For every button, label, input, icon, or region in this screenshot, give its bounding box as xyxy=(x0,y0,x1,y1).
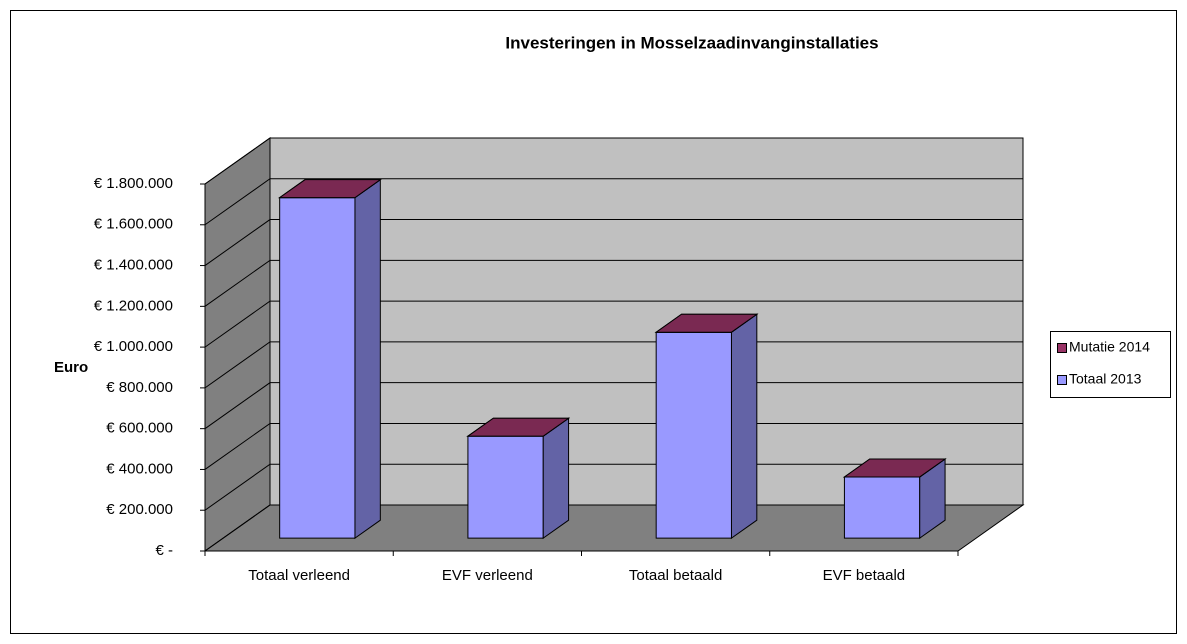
y-tick-label: € - xyxy=(155,542,173,559)
bar-side xyxy=(542,417,570,540)
back-wall xyxy=(269,137,1024,506)
grid-line xyxy=(204,219,1023,266)
x-tick-label: EVF verleend xyxy=(442,567,533,584)
y-tick-label: € 1.600.000 xyxy=(94,216,173,233)
grid-line xyxy=(204,137,1023,185)
bar-top xyxy=(654,313,759,333)
chart-title: Investeringen in Mosselzaadinvanginstall… xyxy=(505,33,878,52)
bar-top xyxy=(842,458,947,478)
x-tick-label: EVF betaald xyxy=(823,567,906,584)
plot: € - € 200.000 € 400.000 € 600.000 € 800.000 €… xyxy=(94,137,1025,584)
legend-label: Totaal 2013 xyxy=(1069,371,1142,387)
grid-line xyxy=(204,422,1023,470)
grid-line xyxy=(204,463,1023,511)
y-tick-label: € 1.200.000 xyxy=(94,297,173,314)
legend-label: Mutatie 2014 xyxy=(1069,339,1150,355)
y-tick-label: € 600.000 xyxy=(106,420,173,437)
bar-segment xyxy=(278,178,382,540)
bar-side xyxy=(354,178,381,540)
bar-segment xyxy=(654,313,759,333)
bar-top xyxy=(466,417,571,437)
y-tick-label: € 1.800.000 xyxy=(94,175,173,192)
bar-front xyxy=(843,476,921,539)
y-tick-label: € 400.000 xyxy=(106,460,173,477)
bar-front xyxy=(467,435,544,539)
bar-top xyxy=(278,179,382,199)
bar-front xyxy=(279,197,356,539)
legend-box xyxy=(1050,331,1171,398)
x-tick-label: Totaal betaald xyxy=(629,567,722,584)
left-wall xyxy=(204,137,271,552)
bar-side xyxy=(730,313,758,540)
y-axis-title: Euro xyxy=(54,359,88,376)
grid-line xyxy=(204,300,1023,348)
grid-line xyxy=(204,341,1023,389)
y-tick-label: € 1.000.000 xyxy=(94,338,173,355)
bar-segment xyxy=(842,458,947,478)
bar-segment xyxy=(466,417,571,437)
grid-line xyxy=(204,178,1023,226)
bar-front xyxy=(655,331,732,539)
y-tick-label: € 800.000 xyxy=(106,379,173,396)
grid-line xyxy=(204,382,1023,430)
grid-line xyxy=(204,504,1023,552)
y-tick-label: € 200.000 xyxy=(106,501,173,518)
x-tick-label: Totaal verleend xyxy=(248,567,350,584)
legend-swatch xyxy=(1057,375,1067,385)
legend-swatch xyxy=(1057,343,1067,353)
y-tick-label: € 1.400.000 xyxy=(94,257,173,274)
bar-segment xyxy=(278,179,382,199)
grid-line xyxy=(204,259,1023,307)
bar-segment xyxy=(654,313,759,540)
